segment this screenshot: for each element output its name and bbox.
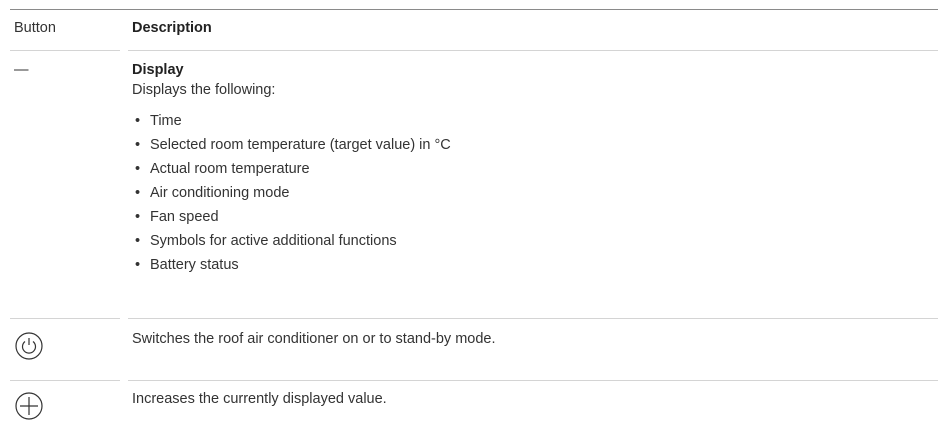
row-rule <box>10 50 120 51</box>
list-item: Symbols for active additional functions <box>135 233 397 249</box>
description: Increases the currently displayed value. <box>132 391 387 407</box>
list-item: Air conditioning mode <box>135 185 290 201</box>
list-item: Battery status <box>135 257 239 273</box>
list-item: Time <box>135 113 182 129</box>
row-rule <box>10 380 120 381</box>
description: Switches the roof air conditioner on or … <box>132 331 496 347</box>
list-item: Fan speed <box>135 209 218 225</box>
header-cell: Button <box>14 20 56 36</box>
header-cell: Description <box>132 20 212 36</box>
list-item: Actual room temperature <box>135 161 310 177</box>
list-item: Selected room temperature (target value)… <box>135 137 451 153</box>
plus-icon <box>15 392 43 420</box>
row-rule <box>128 318 938 319</box>
row-rule <box>128 380 938 381</box>
row-rule <box>128 50 938 51</box>
row-rule <box>10 318 120 319</box>
power-icon <box>15 332 43 360</box>
description: Displays the following: <box>132 82 276 98</box>
item-title: Display <box>132 62 184 78</box>
table-top-rule <box>10 9 938 10</box>
button-cell: — <box>14 62 29 78</box>
